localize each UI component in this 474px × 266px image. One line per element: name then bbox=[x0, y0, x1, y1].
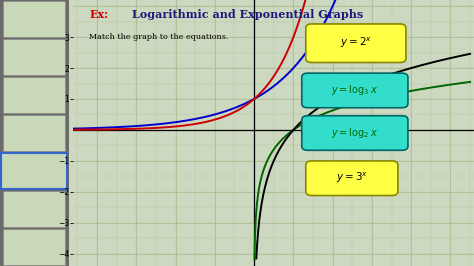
Text: Logarithmic and Exponential Graphs: Logarithmic and Exponential Graphs bbox=[132, 9, 363, 20]
FancyBboxPatch shape bbox=[302, 116, 408, 150]
Bar bbox=[3, 229, 65, 265]
Bar bbox=[3, 77, 65, 113]
Bar bbox=[1, 153, 67, 189]
FancyBboxPatch shape bbox=[302, 73, 408, 108]
Bar bbox=[3, 39, 65, 75]
Bar bbox=[3, 115, 65, 151]
Text: $y = \log_3 x$: $y = \log_3 x$ bbox=[331, 84, 378, 97]
Text: Match the graph to the equations.: Match the graph to the equations. bbox=[90, 33, 229, 41]
Bar bbox=[3, 1, 65, 37]
FancyBboxPatch shape bbox=[306, 161, 398, 196]
Text: $y = 2^x$: $y = 2^x$ bbox=[340, 36, 372, 51]
FancyBboxPatch shape bbox=[306, 24, 406, 63]
Bar bbox=[3, 191, 65, 227]
Bar bbox=[3, 153, 65, 189]
Text: $y = 3^x$: $y = 3^x$ bbox=[336, 171, 368, 185]
Text: Ex:: Ex: bbox=[90, 9, 109, 20]
Text: $y = \log_2 x$: $y = \log_2 x$ bbox=[331, 126, 378, 140]
